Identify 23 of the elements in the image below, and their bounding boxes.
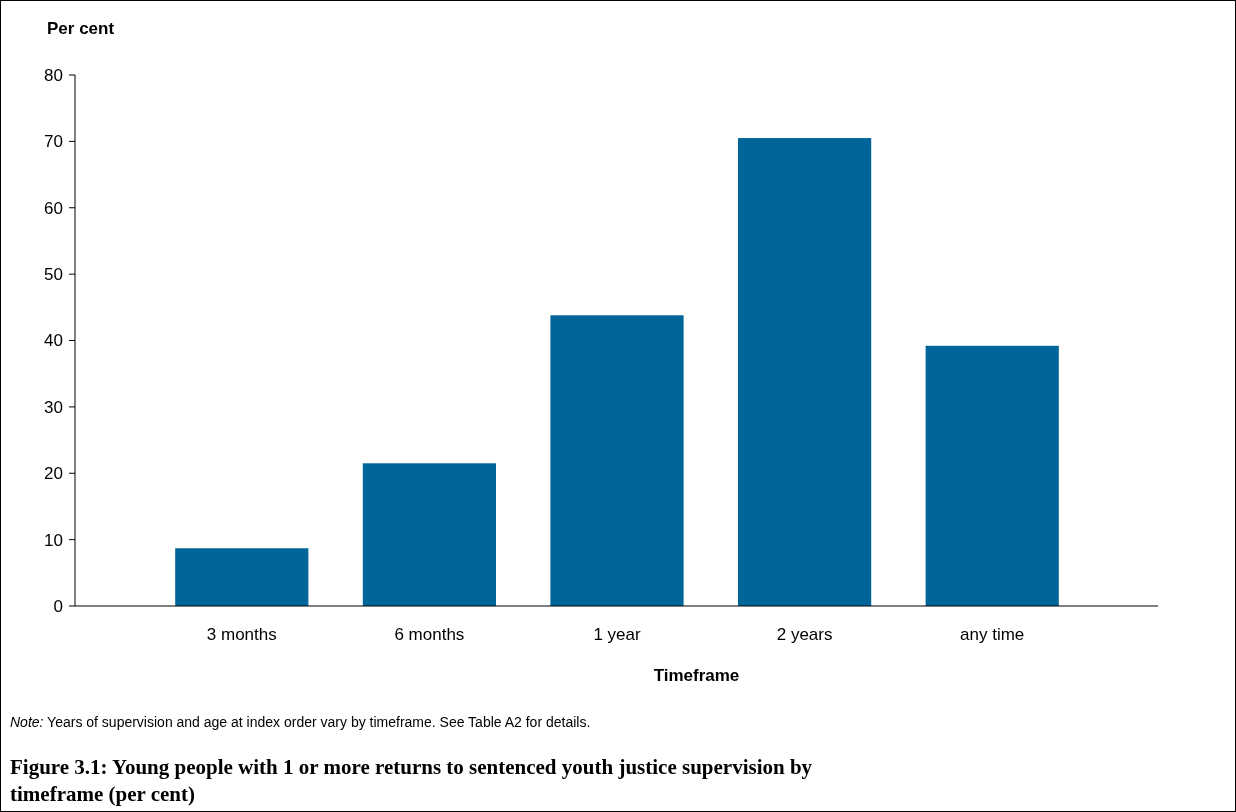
y-tick-label: 20: [44, 464, 63, 484]
x-axis-title: Timeframe: [653, 666, 740, 685]
y-tick-label: 70: [44, 132, 63, 152]
bar: [738, 138, 872, 606]
y-tick-label: 40: [44, 331, 63, 351]
bar: [175, 548, 309, 606]
x-tick-label: 1 year: [593, 625, 641, 644]
y-tick-label: 60: [44, 198, 63, 218]
x-tick-label: 2 years: [776, 625, 833, 644]
y-tick-label: 30: [44, 397, 63, 417]
bar: [550, 315, 684, 606]
x-tick-label: 3 months: [206, 625, 277, 644]
bar: [925, 345, 1059, 606]
x-tick-label: 6 months: [394, 625, 465, 644]
y-axis-title: Per cent: [47, 19, 115, 38]
y-tick-label: 0: [53, 596, 63, 616]
text: Figure 3.1: Young people with 1 or more returns to sentenced youth justice supervision by timeframe (per cent): [10, 755, 813, 806]
y-tick-label: 10: [44, 530, 63, 550]
y-tick-label: 50: [44, 265, 63, 285]
y-tick-label: 80: [44, 65, 63, 85]
x-tick-label: any time: [960, 625, 1025, 644]
bar: [362, 463, 496, 606]
text: Note: Years of supervision and age at index order vary by timeframe. See Table A2 for details.: [10, 714, 591, 730]
